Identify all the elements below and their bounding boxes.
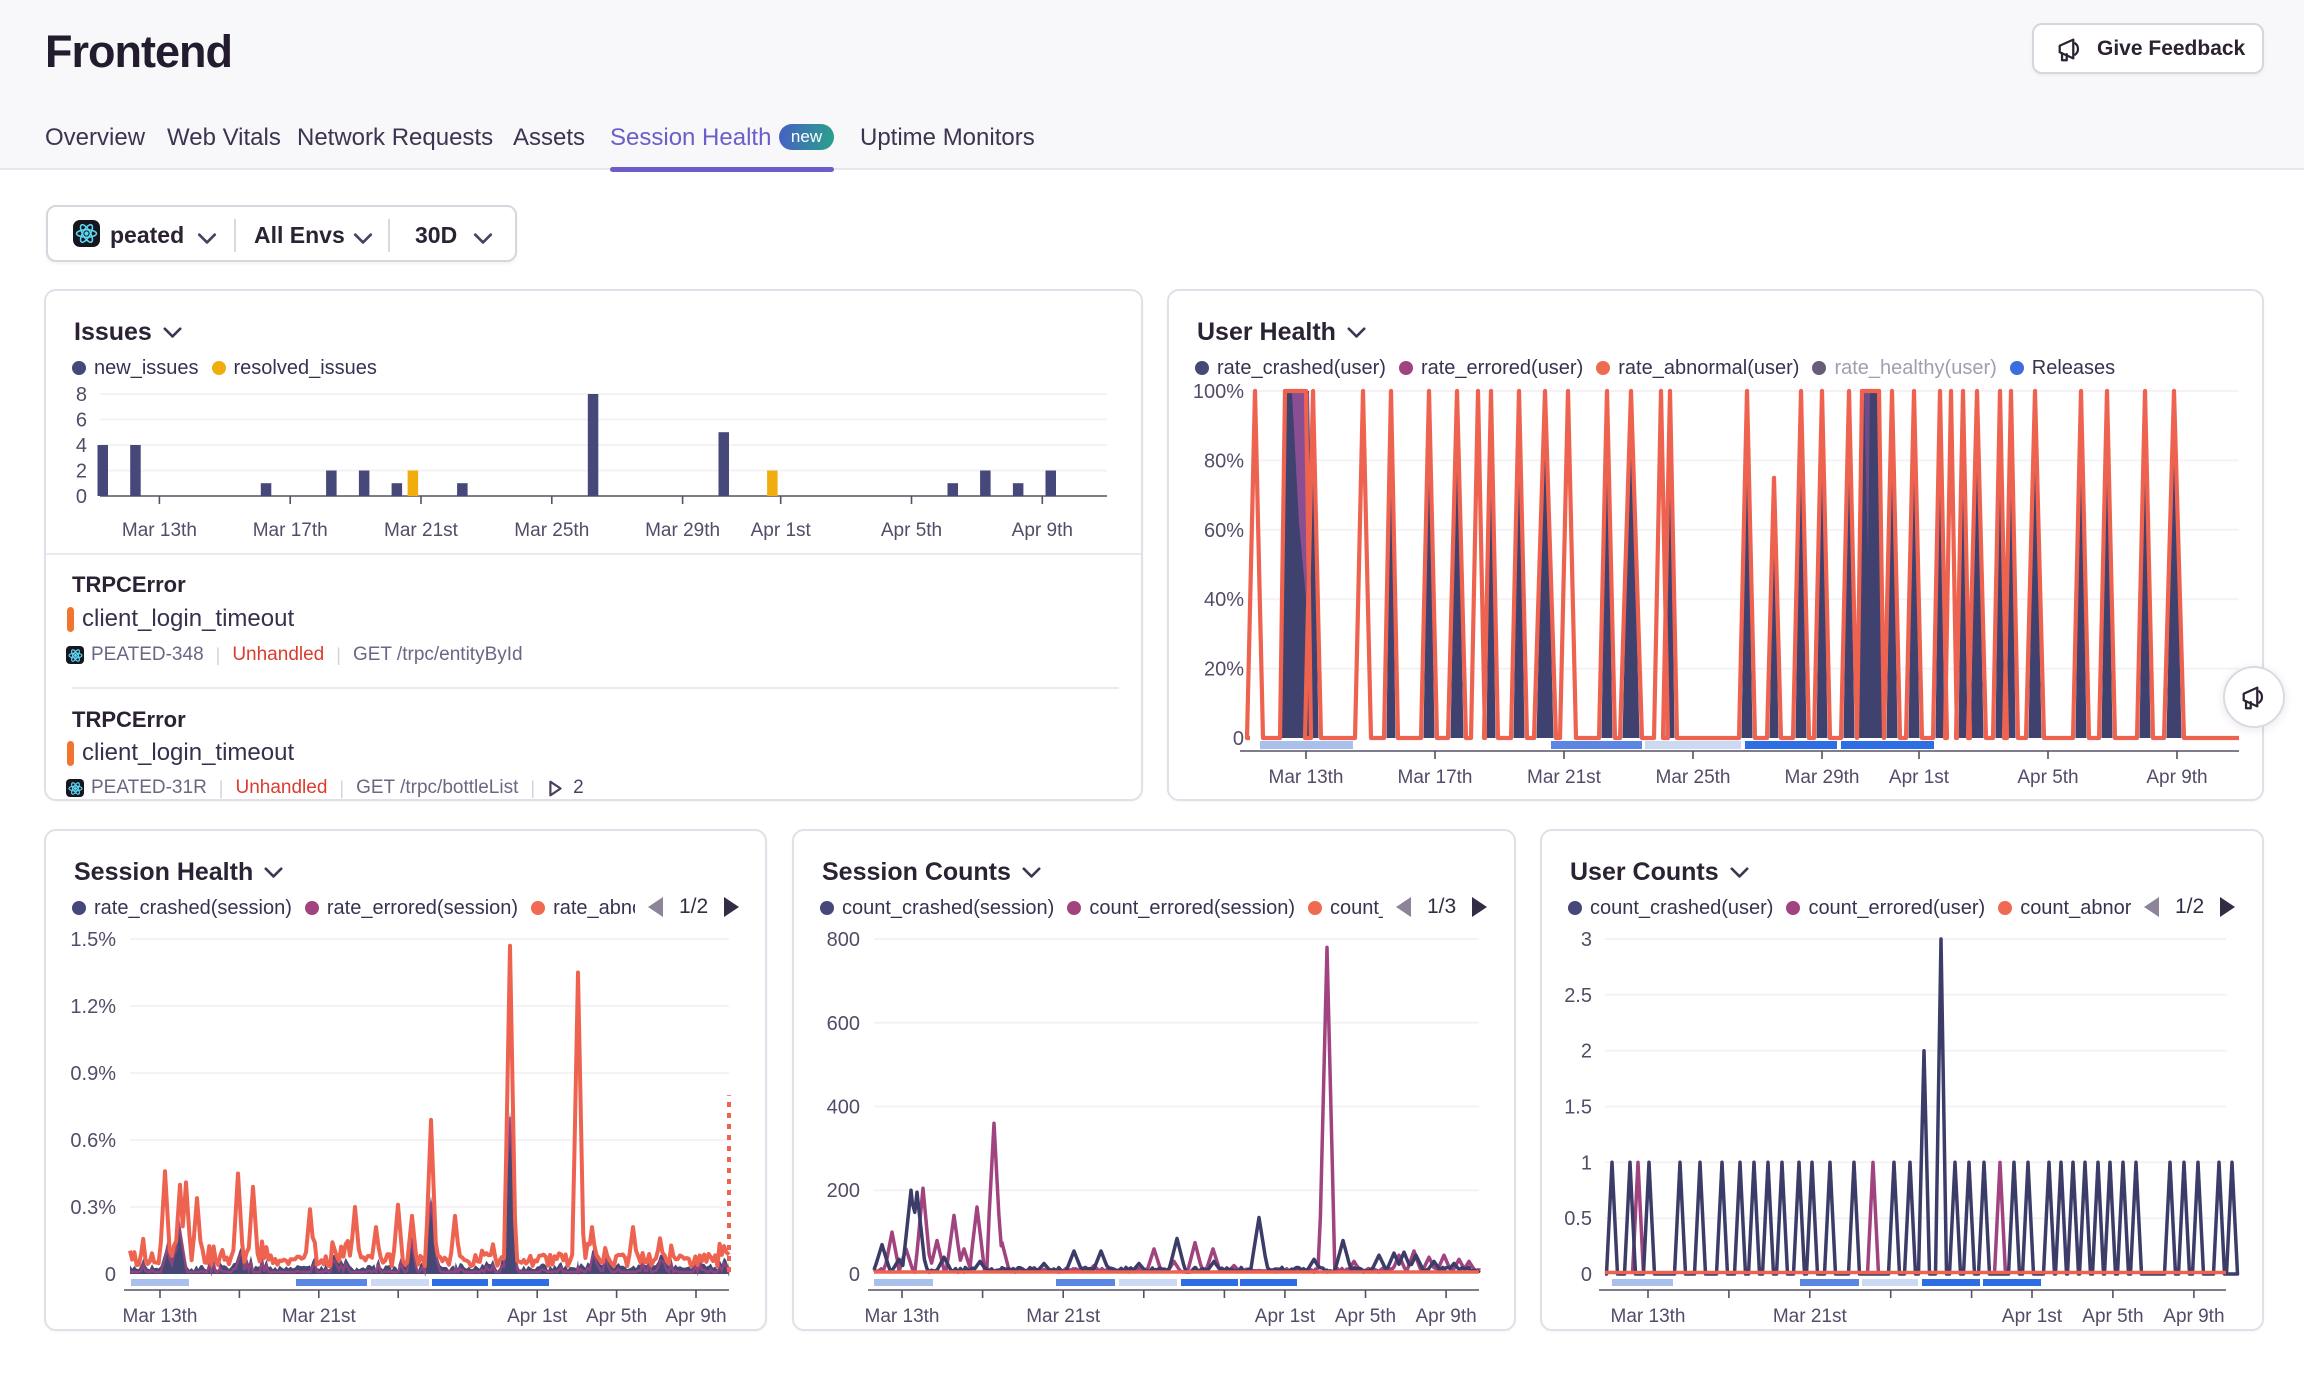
svg-text:6: 6 — [76, 410, 87, 432]
svg-text:4: 4 — [76, 435, 87, 457]
svg-text:Apr 5th: Apr 5th — [586, 1306, 647, 1327]
svg-text:0: 0 — [1233, 728, 1244, 750]
svg-text:Apr 9th: Apr 9th — [665, 1306, 726, 1327]
svg-text:2.5: 2.5 — [1564, 985, 1592, 1007]
svg-text:3: 3 — [1581, 929, 1592, 951]
svg-text:8: 8 — [76, 384, 87, 406]
svg-text:Apr 9th: Apr 9th — [2146, 767, 2207, 788]
svg-text:0.6%: 0.6% — [70, 1130, 116, 1152]
svg-text:Mar 17th: Mar 17th — [253, 520, 328, 541]
svg-text:Apr 1st: Apr 1st — [2002, 1306, 2063, 1327]
svg-text:2: 2 — [76, 461, 87, 483]
svg-text:Mar 13th: Mar 13th — [865, 1306, 940, 1327]
svg-text:Mar 25th: Mar 25th — [514, 520, 589, 541]
svg-text:1.5%: 1.5% — [70, 929, 116, 951]
svg-text:Mar 21st: Mar 21st — [282, 1306, 357, 1327]
svg-text:Mar 21st: Mar 21st — [384, 520, 459, 541]
svg-text:Apr 5th: Apr 5th — [1335, 1306, 1396, 1327]
svg-text:Apr 9th: Apr 9th — [1415, 1306, 1476, 1327]
svg-text:0: 0 — [849, 1264, 860, 1286]
svg-text:Mar 13th: Mar 13th — [122, 520, 197, 541]
svg-text:Apr 1st: Apr 1st — [507, 1306, 568, 1327]
svg-text:Mar 13th: Mar 13th — [123, 1306, 198, 1327]
svg-text:Apr 5th: Apr 5th — [881, 520, 942, 541]
svg-text:Mar 17th: Mar 17th — [1398, 767, 1473, 788]
svg-text:0.5: 0.5 — [1564, 1208, 1592, 1230]
svg-text:Apr 5th: Apr 5th — [2082, 1306, 2143, 1327]
svg-text:Mar 21st: Mar 21st — [1026, 1306, 1101, 1327]
svg-text:0: 0 — [76, 486, 87, 508]
svg-text:Mar 25th: Mar 25th — [1656, 767, 1731, 788]
svg-text:Apr 1st: Apr 1st — [1255, 1306, 1316, 1327]
svg-text:20%: 20% — [1204, 659, 1244, 681]
svg-text:0: 0 — [105, 1264, 116, 1286]
svg-text:0: 0 — [1581, 1264, 1592, 1286]
svg-text:Mar 21st: Mar 21st — [1773, 1306, 1848, 1327]
svg-text:Mar 13th: Mar 13th — [1269, 767, 1344, 788]
svg-text:0.9%: 0.9% — [70, 1063, 116, 1085]
svg-text:Apr 5th: Apr 5th — [2017, 767, 2078, 788]
svg-text:800: 800 — [827, 929, 860, 951]
svg-text:Apr 1st: Apr 1st — [751, 520, 812, 541]
svg-text:1: 1 — [1581, 1152, 1592, 1174]
svg-text:40%: 40% — [1204, 589, 1244, 611]
svg-text:80%: 80% — [1204, 450, 1244, 472]
svg-text:Apr 9th: Apr 9th — [1012, 520, 1073, 541]
svg-text:Mar 13th: Mar 13th — [1611, 1306, 1686, 1327]
svg-text:Apr 9th: Apr 9th — [2163, 1306, 2224, 1327]
svg-text:1.2%: 1.2% — [70, 996, 116, 1018]
svg-text:400: 400 — [827, 1097, 860, 1119]
svg-text:60%: 60% — [1204, 520, 1244, 542]
svg-text:2: 2 — [1581, 1041, 1592, 1063]
svg-text:0.3%: 0.3% — [70, 1197, 116, 1219]
svg-text:Mar 21st: Mar 21st — [1527, 767, 1602, 788]
svg-text:Mar 29th: Mar 29th — [645, 520, 720, 541]
svg-text:Apr 1st: Apr 1st — [1889, 767, 1950, 788]
svg-text:600: 600 — [827, 1013, 860, 1035]
svg-text:200: 200 — [827, 1180, 860, 1202]
svg-text:100%: 100% — [1193, 381, 1244, 403]
svg-text:Mar 29th: Mar 29th — [1785, 767, 1860, 788]
svg-text:1.5: 1.5 — [1564, 1097, 1592, 1119]
